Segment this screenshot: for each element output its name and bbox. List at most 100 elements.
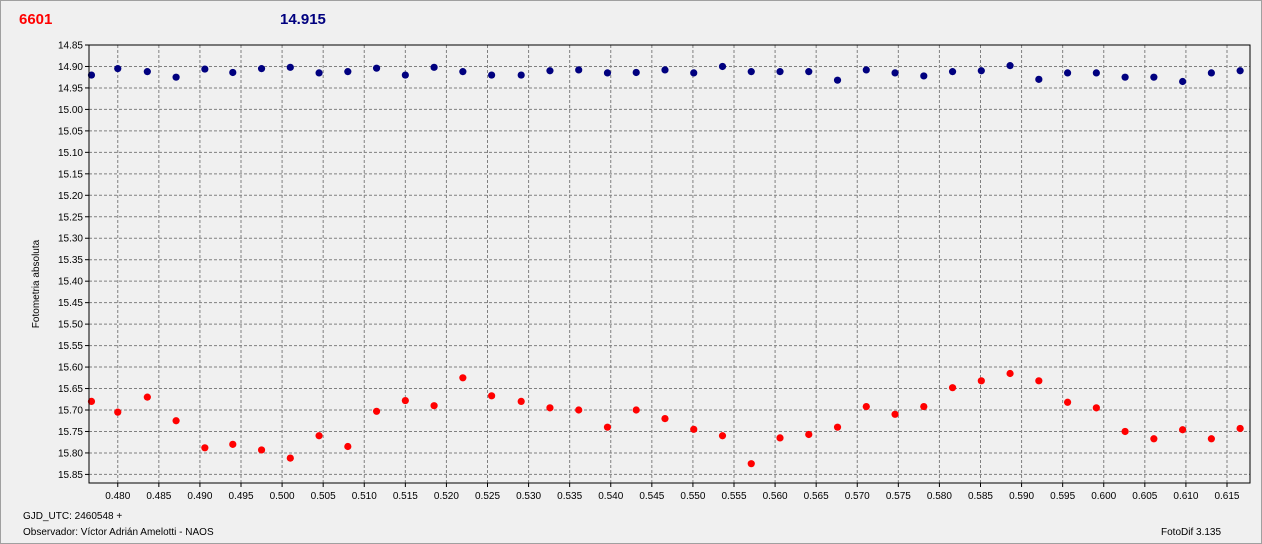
x-tick-label: 0.595 — [1050, 491, 1075, 502]
target-data-point — [87, 397, 96, 406]
y-tick-label: 15.45 — [58, 298, 83, 309]
comparison-magnitude-label: 14.915 — [280, 11, 326, 28]
comparison-data-point — [632, 68, 640, 77]
target-data-point — [344, 442, 352, 451]
y-axis-label: Fotometria absoluta — [31, 239, 42, 328]
x-tick-label: 0.565 — [804, 491, 829, 502]
x-tick-label: 0.530 — [516, 491, 541, 502]
target-data-point — [776, 434, 784, 442]
comparison-data-point — [891, 69, 899, 77]
comparison-data-point — [1006, 62, 1014, 70]
comparison-data-point — [747, 68, 755, 76]
comparison-data-point — [833, 76, 842, 84]
target-data-point — [430, 402, 438, 410]
comparison-data-point — [1121, 73, 1129, 81]
plot-area — [89, 45, 1250, 483]
y-tick-label: 14.90 — [58, 62, 83, 73]
x-tick-label: 0.585 — [968, 491, 993, 502]
y-axis-ticks: 14.85 14.90 14.95 15.00 15.05 15.10 15.15 15.20… — [58, 41, 89, 481]
target-data-point — [488, 392, 496, 400]
target-data-point — [286, 454, 294, 462]
comparison-data-point — [546, 67, 554, 75]
target-data-point — [1035, 377, 1043, 385]
target-data-point — [632, 406, 640, 414]
comparison-data-point — [372, 64, 381, 72]
target-data-point — [459, 374, 467, 382]
comparison-data-point — [1035, 75, 1043, 83]
y-tick-label: 15.55 — [58, 341, 83, 352]
comparison-data-point — [920, 72, 928, 80]
x-tick-label: 0.580 — [927, 491, 952, 502]
target-data-point — [1092, 404, 1100, 412]
target-data-point — [1063, 398, 1072, 406]
target-data-point — [172, 417, 180, 425]
comparison-data-point — [1179, 77, 1187, 86]
target-data-point — [229, 440, 237, 448]
x-tick-label: 0.520 — [434, 491, 459, 502]
y-tick-label: 15.75 — [58, 427, 83, 438]
target-data-point — [661, 414, 669, 423]
gjd-label: GJD_UTC: 2460548 + — [23, 511, 123, 522]
x-tick-label: 0.515 — [393, 491, 418, 502]
y-tick-label: 15.10 — [58, 148, 83, 159]
target-data-point — [1150, 435, 1158, 443]
y-tick-label: 15.65 — [58, 384, 83, 395]
y-tick-label: 15.40 — [58, 277, 83, 288]
y-tick-label: 15.80 — [58, 448, 83, 459]
comparison-data-point — [401, 71, 409, 79]
x-tick-label: 0.480 — [105, 491, 130, 502]
comparison-data-point — [1092, 69, 1100, 77]
x-tick-label: 0.545 — [639, 491, 664, 502]
target-data-point — [372, 407, 381, 415]
y-tick-label: 14.95 — [58, 83, 83, 94]
comparison-data-point — [776, 68, 784, 76]
y-tick-label: 14.85 — [58, 41, 83, 52]
comparison-data-point — [690, 69, 698, 77]
target-data-point — [805, 430, 813, 439]
x-tick-label: 0.485 — [146, 491, 171, 502]
x-tick-label: 0.510 — [352, 491, 377, 502]
x-tick-label: 0.490 — [187, 491, 212, 502]
x-tick-label: 0.495 — [228, 491, 253, 502]
x-tick-label: 0.610 — [1173, 491, 1198, 502]
target-data-point — [977, 377, 985, 385]
target-data-point — [1236, 424, 1244, 433]
data-points — [87, 62, 1244, 468]
comparison-data-point — [862, 66, 870, 74]
y-tick-label: 15.25 — [58, 212, 83, 223]
target-data-point — [690, 425, 698, 433]
comparison-data-point — [517, 71, 525, 79]
comparison-data-point — [718, 62, 727, 71]
software-version: FotoDif 3.135 — [1161, 527, 1222, 538]
comparison-data-point — [315, 69, 323, 77]
x-tick-label: 0.505 — [311, 491, 336, 502]
target-data-point — [315, 432, 323, 440]
x-tick-label: 0.555 — [721, 491, 746, 502]
y-tick-label: 15.35 — [58, 255, 83, 266]
target-data-point — [575, 406, 583, 414]
comparison-data-point — [661, 66, 669, 74]
target-data-point — [517, 397, 525, 406]
x-tick-label: 0.590 — [1009, 491, 1034, 502]
x-tick-label: 0.560 — [763, 491, 788, 502]
comparison-data-point — [430, 63, 438, 71]
observer-label: Observador: Víctor Adrián Amelotti - NAO… — [23, 527, 214, 538]
plot-border — [88, 44, 1251, 484]
target-data-point — [1179, 426, 1187, 434]
y-tick-label: 15.00 — [58, 105, 83, 116]
target-data-point — [1121, 427, 1129, 436]
x-axis-ticks: 0.480 0.485 0.490 0.495 0.500 0.505 0.510 0.515… — [105, 483, 1240, 502]
target-data-point — [114, 408, 122, 416]
target-data-point — [1006, 369, 1014, 378]
y-tick-label: 15.20 — [58, 191, 83, 202]
target-data-point — [257, 446, 266, 454]
x-tick-label: 0.525 — [475, 491, 500, 502]
comparison-data-point — [114, 65, 122, 73]
comparison-data-point — [257, 65, 266, 73]
target-data-point — [891, 410, 899, 418]
x-tick-label: 0.605 — [1132, 491, 1157, 502]
comparison-data-point — [1236, 67, 1244, 75]
comparison-data-point — [977, 67, 985, 75]
comparison-data-point — [87, 71, 96, 79]
